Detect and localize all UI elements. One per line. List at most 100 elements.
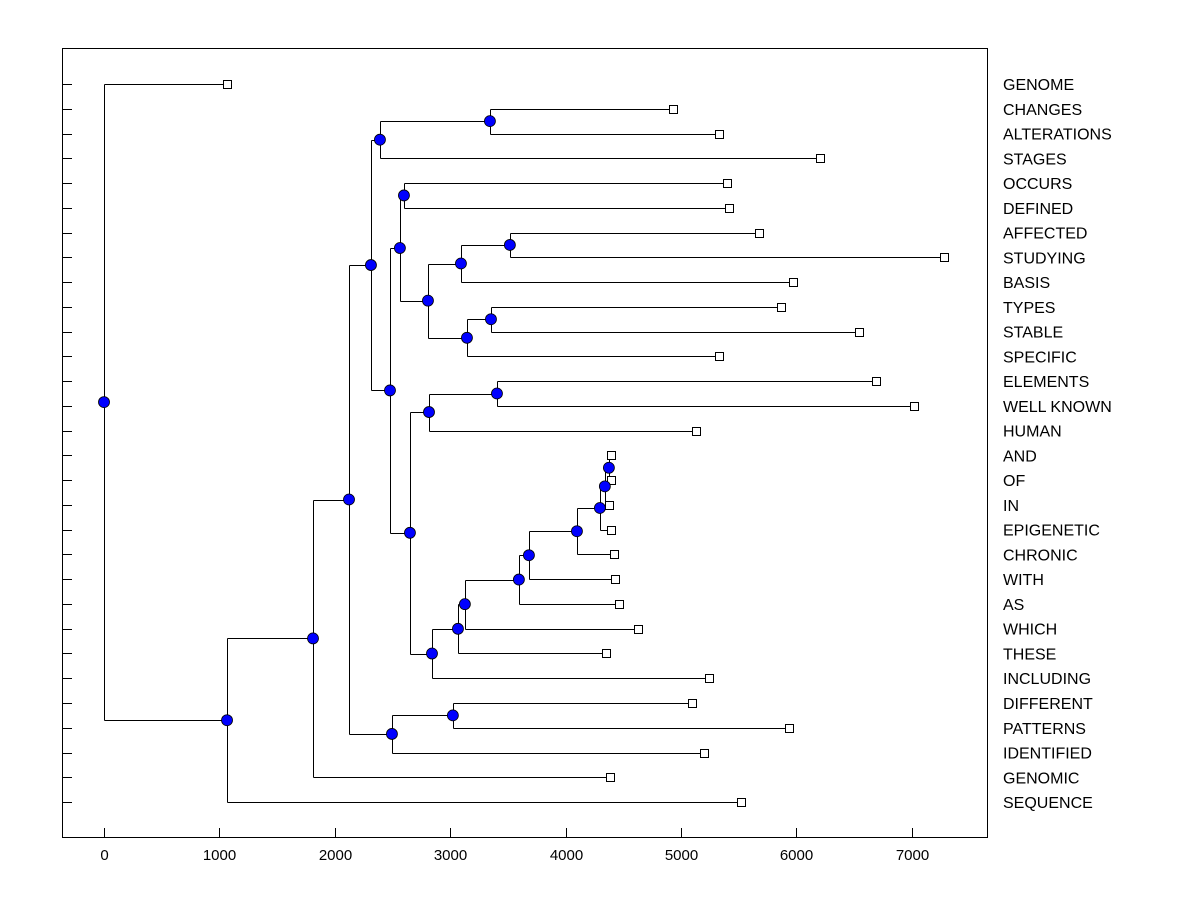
cluster-node xyxy=(458,598,471,611)
cluster-node xyxy=(461,331,473,344)
leaf-label: CHANGES xyxy=(1003,102,1082,119)
leaf-marker xyxy=(634,625,643,634)
leaf-marker xyxy=(777,303,786,312)
cluster-node xyxy=(602,461,615,474)
leaf-marker xyxy=(855,328,864,337)
leaf-label: IDENTIFIED xyxy=(1003,746,1092,763)
cluster-node xyxy=(485,313,497,326)
leaf-label: WHICH xyxy=(1003,622,1057,639)
leaf-label: IN xyxy=(1003,498,1019,515)
node-markers xyxy=(98,115,615,740)
y-ticks xyxy=(62,84,72,803)
leaf-marker xyxy=(607,476,616,485)
leaf-label: PATTERNS xyxy=(1003,721,1086,738)
leaf-label: INCLUDING xyxy=(1003,671,1091,688)
cluster-node xyxy=(446,709,459,722)
cluster-node xyxy=(423,406,435,418)
leaf-marker xyxy=(692,427,701,436)
leaf-marker xyxy=(723,179,732,188)
leaf-label: GENOME xyxy=(1003,77,1074,94)
leaf-marker xyxy=(615,600,624,609)
cluster-node xyxy=(571,525,583,538)
plot-frame xyxy=(62,48,988,838)
x-axis: 0 1000 2000 3000 4000 5000 6000 7000 xyxy=(100,828,929,864)
leaf-label: HUMAN xyxy=(1003,424,1062,441)
cluster-node xyxy=(374,133,386,146)
cluster-node xyxy=(394,242,406,254)
leaf-marker xyxy=(910,402,919,411)
cluster-node xyxy=(512,573,525,586)
leaf-label: SPECIFIC xyxy=(1003,349,1077,366)
cluster-node xyxy=(384,384,396,397)
leaf-marker xyxy=(816,154,825,163)
leaf-marker xyxy=(700,749,709,758)
leaf-marker xyxy=(610,550,619,559)
leaf-marker xyxy=(737,798,746,807)
x-tick-label: 0 xyxy=(100,847,108,864)
cluster-node xyxy=(422,294,434,307)
leaf-marker xyxy=(725,204,734,213)
x-tick-label: 6000 xyxy=(780,847,813,864)
leaf-label: WELL KNOWN xyxy=(1003,399,1112,416)
leaf-label: OCCURS xyxy=(1003,176,1072,193)
leaf-markers xyxy=(223,80,949,807)
leaf-marker xyxy=(755,229,764,238)
leaf-marker xyxy=(669,105,678,114)
leaf-marker xyxy=(715,352,724,361)
cluster-node xyxy=(426,647,438,660)
cluster-node xyxy=(598,480,611,493)
cluster-node xyxy=(343,493,355,506)
leaf-label: EPIGENETIC xyxy=(1003,523,1100,540)
leaf-label: BASIS xyxy=(1003,275,1050,292)
leaf-label: WITH xyxy=(1003,572,1044,589)
x-tick-label: 4000 xyxy=(550,847,583,864)
leaf-label: DIFFERENT xyxy=(1003,696,1093,713)
cluster-node xyxy=(386,728,398,740)
cluster-node xyxy=(503,239,516,251)
leaf-marker xyxy=(605,501,614,510)
cluster-node xyxy=(307,632,319,645)
leaf-marker xyxy=(223,80,232,89)
leaf-marker xyxy=(789,278,798,287)
x-tick-label: 1000 xyxy=(203,847,236,864)
leaf-label: ALTERATIONS xyxy=(1003,127,1112,144)
cluster-node xyxy=(491,387,503,400)
cluster-node xyxy=(523,549,535,562)
leaf-marker xyxy=(602,649,611,658)
tree-edges xyxy=(104,84,945,803)
leaf-label: THESE xyxy=(1003,646,1056,663)
cluster-node xyxy=(484,115,496,128)
leaf-marker xyxy=(872,377,881,386)
leaf-marker xyxy=(688,699,697,708)
leaf-label: AFFECTED xyxy=(1003,226,1087,243)
leaf-marker xyxy=(785,724,794,733)
x-tick-label: 2000 xyxy=(319,847,352,864)
cluster-node xyxy=(455,257,467,270)
cluster-node xyxy=(404,526,416,539)
leaf-label: AND xyxy=(1003,448,1037,465)
x-tick-label: 7000 xyxy=(896,847,929,864)
leaf-label: CHRONIC xyxy=(1003,547,1078,564)
x-tick-label: 5000 xyxy=(665,847,698,864)
leaf-label: STABLE xyxy=(1003,325,1063,342)
leaf-label: STUDYING xyxy=(1003,250,1086,267)
cluster-node xyxy=(593,502,606,514)
cluster-node xyxy=(221,714,233,727)
leaf-marker xyxy=(940,253,949,262)
leaf-marker xyxy=(607,451,616,460)
cluster-node xyxy=(398,189,410,202)
leaf-label: SEQUENCE xyxy=(1003,795,1093,812)
leaf-label: AS xyxy=(1003,597,1024,614)
leaf-label: GENOMIC xyxy=(1003,770,1079,787)
leaf-marker xyxy=(611,575,620,584)
leaf-marker xyxy=(606,773,615,782)
leaf-marker xyxy=(607,526,616,535)
leaf-labels: GENOME CHANGES ALTERATIONS STAGES OCCURS DEFI… xyxy=(1003,77,1112,812)
leaf-label: DEFINED xyxy=(1003,201,1073,218)
leaf-marker xyxy=(715,130,724,139)
leaf-label: STAGES xyxy=(1003,151,1067,168)
cluster-node xyxy=(98,396,110,409)
leaf-label: OF xyxy=(1003,473,1025,490)
leaf-marker xyxy=(705,674,714,683)
